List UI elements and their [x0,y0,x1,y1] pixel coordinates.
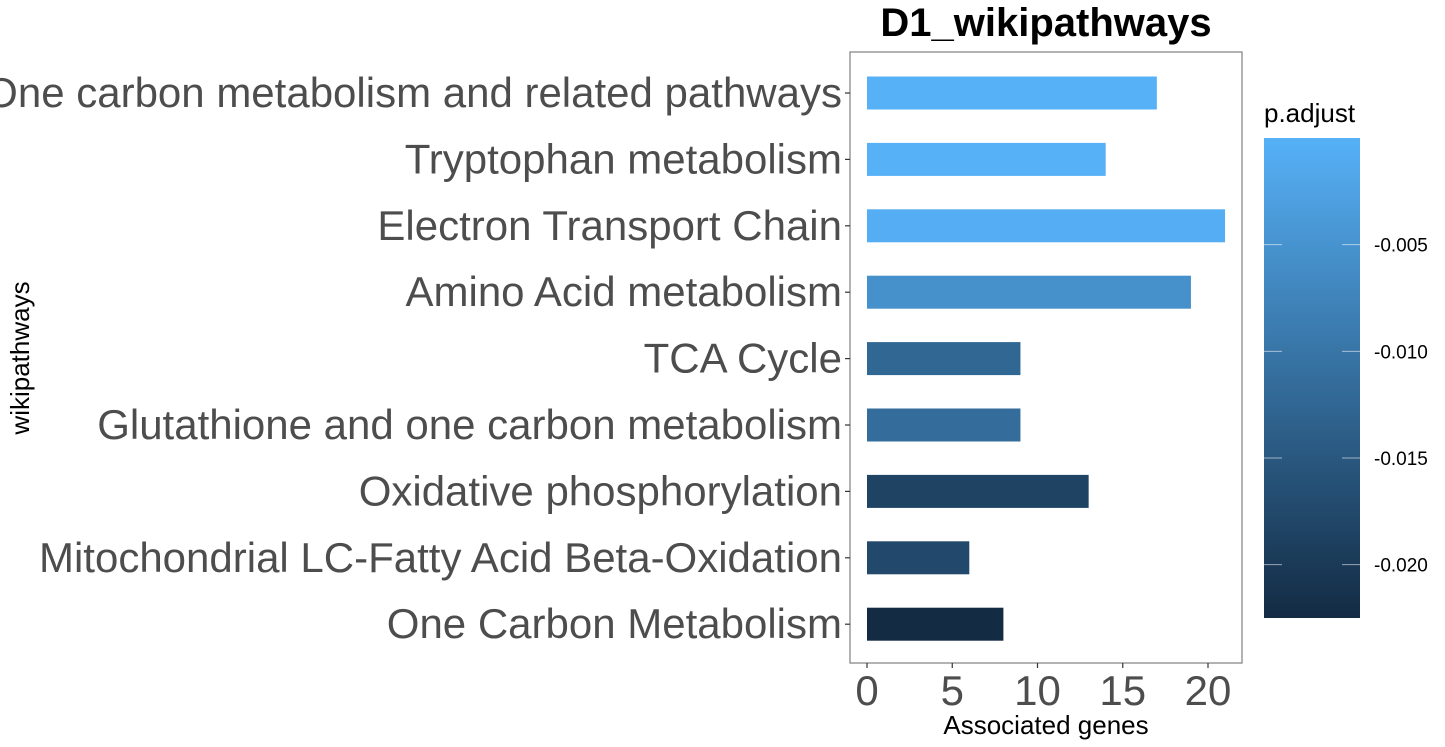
bar [867,408,1021,442]
x-tick-label: 20 [1185,667,1232,714]
bar [867,275,1191,309]
legend-colorbar [1264,138,1360,618]
y-tick-label: Mitochondrial LC-Fatty Acid Beta-Oxidati… [39,534,842,581]
bar [867,76,1157,110]
y-tick-label: Glutathione and one carbon metabolism [97,401,842,448]
chart-title: D1_wikipathways [880,1,1211,45]
x-tick-label: 15 [1099,667,1146,714]
legend-tick-label: -0.010 [1374,342,1428,363]
bar [867,541,970,575]
x-tick-label: 10 [1014,667,1061,714]
bar [867,607,1004,641]
y-axis: One carbon metabolism and related pathwa… [0,69,850,647]
x-tick-label: 0 [855,667,878,714]
legend-ticks: -0.005 -0.010 -0.015 -0.020 [1264,236,1428,577]
x-axis: 0 5 10 15 20 [855,663,1231,714]
bars-group [867,76,1226,641]
y-tick-label: One Carbon Metabolism [387,600,842,647]
bar [867,209,1226,243]
y-axis-label: wikipathways [5,281,35,435]
legend-tick-label: -0.020 [1374,556,1428,577]
x-tick-label: 5 [941,667,964,714]
legend-tick-label: -0.005 [1374,236,1428,257]
legend-title: p.adjust [1264,98,1356,128]
y-tick-label: Electron Transport Chain [377,202,842,249]
y-tick-label: One carbon metabolism and related pathwa… [0,69,842,116]
y-tick-label: Amino Acid metabolism [405,268,842,315]
y-tick-label: Tryptophan metabolism [405,135,842,182]
legend-tick-label: -0.015 [1374,449,1428,470]
bar [867,342,1021,376]
y-tick-label: TCA Cycle [644,335,842,382]
bar [867,474,1089,508]
x-axis-label: Associated genes [943,710,1148,740]
y-tick-label: Oxidative phosphorylation [359,467,842,514]
bar [867,142,1106,176]
